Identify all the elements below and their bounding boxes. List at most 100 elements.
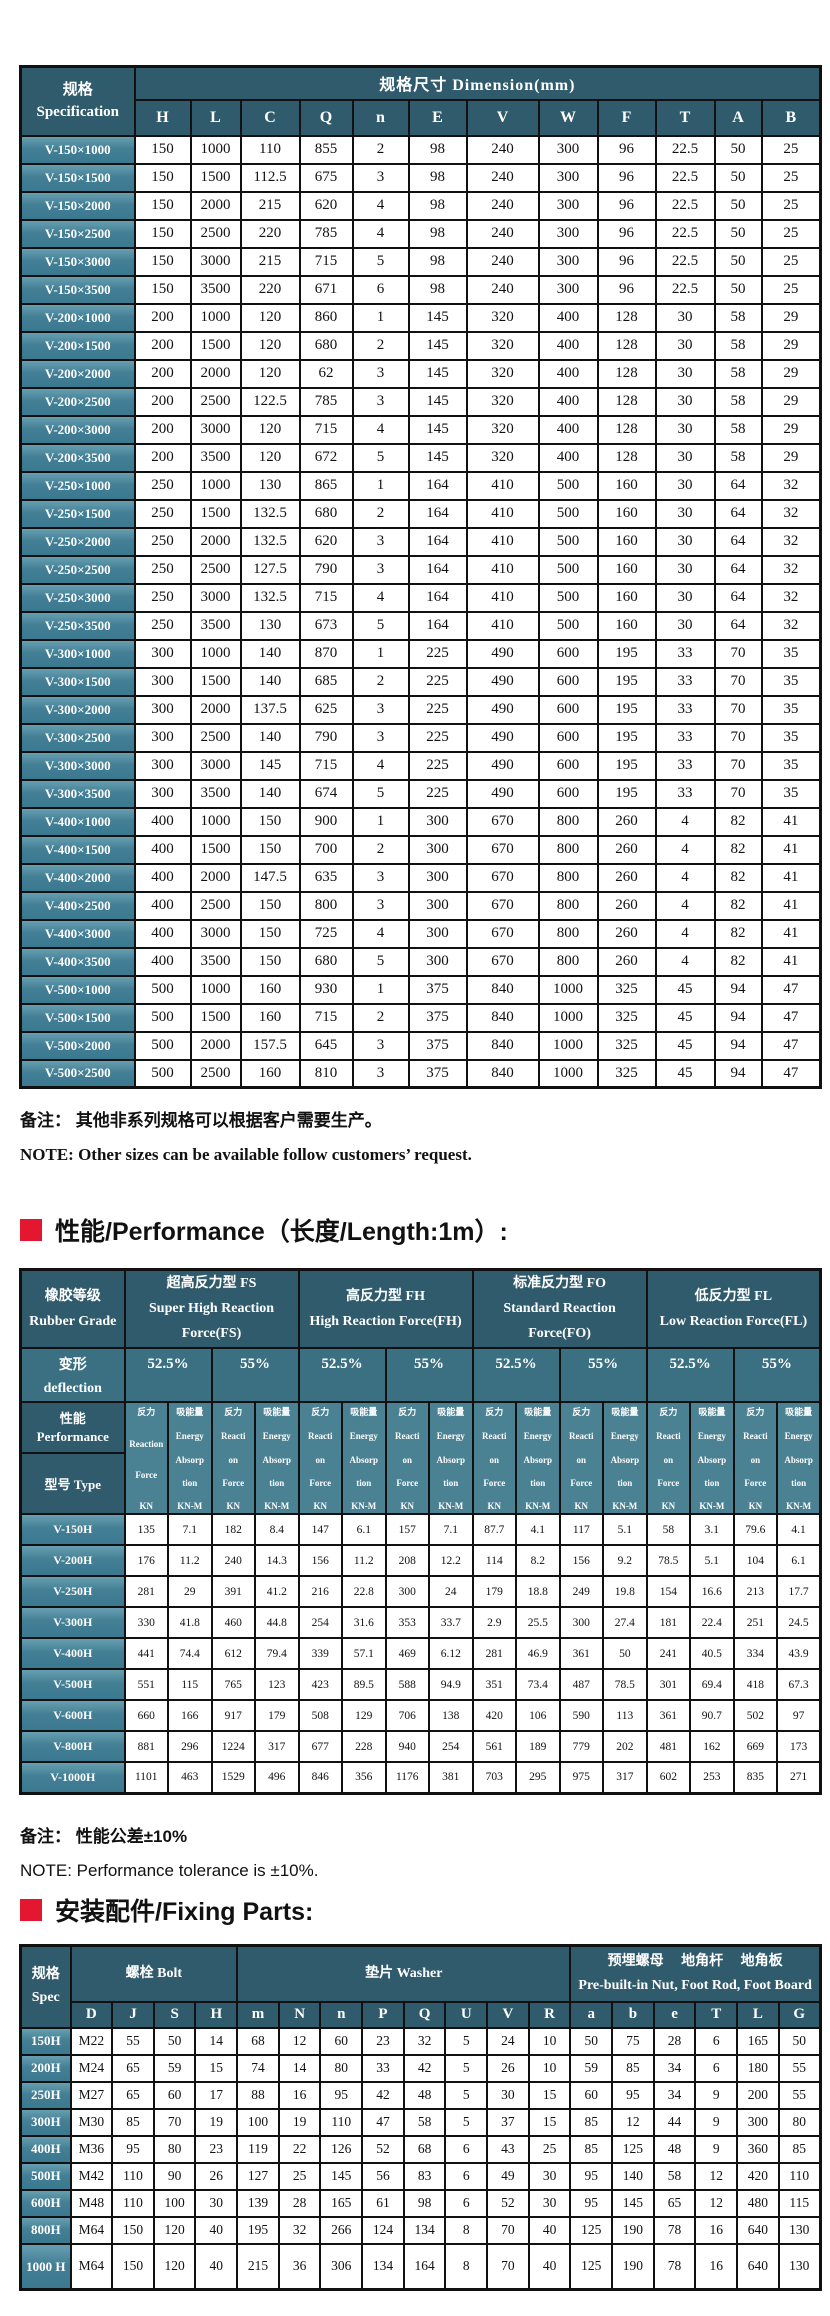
value-cell: 70 xyxy=(486,2242,530,2291)
value-cell: 29 xyxy=(760,302,822,333)
value-cell: 82 xyxy=(713,834,763,865)
value-cell: 260 xyxy=(596,834,657,865)
value-cell: 80 xyxy=(152,2134,197,2164)
value-cell: 12 xyxy=(611,2107,655,2137)
value-cell: 5.1 xyxy=(602,1513,648,1547)
dimension-row: V-150×1500 150 1500 112.5 675 3 98 240 300 96 22.5… xyxy=(19,162,822,193)
dimension-row: V-500×2500 500 2500 160 810 3 375 840 1000 325 45 9… xyxy=(19,1058,822,1089)
value-cell: 78.5 xyxy=(645,1544,692,1578)
value-cell: 3000 xyxy=(189,918,242,949)
value-cell: 128 xyxy=(596,302,657,333)
type-cell: V-600H xyxy=(19,1699,126,1733)
value-cell: 320 xyxy=(465,386,540,417)
value-cell: 300 xyxy=(736,2107,780,2137)
value-cell: 715 xyxy=(298,246,354,277)
value-cell: 17 xyxy=(194,2080,239,2110)
value-cell: 1500 xyxy=(189,834,242,865)
value-cell: 145 xyxy=(407,330,468,361)
value-cell: 98 xyxy=(407,218,468,249)
value-cell: 120 xyxy=(239,330,301,361)
value-cell: 145 xyxy=(239,750,301,781)
value-cell: 225 xyxy=(407,638,468,669)
value-cell: 58 xyxy=(713,358,763,389)
value-cell: 26 xyxy=(194,2161,239,2191)
value-cell: 241 xyxy=(645,1637,692,1671)
value-cell: 400 xyxy=(133,946,192,977)
red-square-icon xyxy=(20,1219,42,1241)
spec-cell: V-250×3000 xyxy=(19,582,136,613)
value-cell: 2 xyxy=(351,134,410,165)
dimension-row: V-250×1500 250 1500 132.5 680 2 164 410 500 160 30… xyxy=(19,498,822,529)
value-cell: 145 xyxy=(407,414,468,445)
value-cell: 1000 xyxy=(189,806,242,837)
value-cell: M36 xyxy=(69,2134,114,2164)
value-cell: 75 xyxy=(611,2026,655,2056)
value-cell: 180 xyxy=(736,2053,780,2083)
value-cell: 64 xyxy=(713,498,763,529)
value-cell: 94 xyxy=(713,1030,763,1061)
value-cell: 90 xyxy=(152,2161,197,2191)
value-cell: 4.1 xyxy=(776,1513,822,1547)
dimension-row: V-400×3500 400 3500 150 680 5 300 670 800 260 4 82 4… xyxy=(19,946,822,977)
value-cell: 410 xyxy=(465,582,540,613)
value-cell: 375 xyxy=(407,974,468,1005)
value-cell: 85 xyxy=(111,2107,155,2137)
value-cell: 16.6 xyxy=(689,1575,735,1609)
value-cell: 156 xyxy=(558,1544,605,1578)
value-cell: 249 xyxy=(558,1575,605,1609)
value-cell: 41 xyxy=(760,806,822,837)
value-cell: 317 xyxy=(602,1761,648,1795)
value-cell: 2 xyxy=(351,1002,410,1033)
value-cell: 9 xyxy=(694,2134,739,2164)
value-cell: 590 xyxy=(558,1699,605,1733)
value-cell: 6.1 xyxy=(341,1513,387,1547)
value-cell: 95 xyxy=(111,2134,155,2164)
value-cell: 3 xyxy=(351,386,410,417)
dimension-row: V-500×1500 500 1500 160 715 2 375 840 1000 325 45 9… xyxy=(19,1002,822,1033)
value-cell: M24 xyxy=(69,2053,114,2083)
value-cell: 1000 xyxy=(537,974,599,1005)
value-cell: 132.5 xyxy=(239,582,301,613)
value-cell: 160 xyxy=(596,582,657,613)
spec-cell: V-400×3000 xyxy=(19,918,136,949)
value-cell: 160 xyxy=(596,554,657,585)
value-cell: 300 xyxy=(537,218,599,249)
value-cell: 481 xyxy=(645,1730,692,1764)
value-cell: 250 xyxy=(133,582,192,613)
value-cell: 45 xyxy=(654,974,716,1005)
spec-cell: V-300×1000 xyxy=(19,638,136,669)
value-cell: 240 xyxy=(465,134,540,165)
spec-cell: V-300×2000 xyxy=(19,694,136,725)
value-cell: 600 xyxy=(537,666,599,697)
value-cell: 1500 xyxy=(189,1002,242,1033)
value-cell: 2500 xyxy=(189,890,242,921)
value-cell: 625 xyxy=(298,694,354,725)
value-cell: 73.4 xyxy=(515,1668,561,1702)
value-cell: 5 xyxy=(444,2053,489,2083)
value-cell: 123 xyxy=(254,1668,300,1702)
note-tolerance-en: NOTE: Performance tolerance is ±10%. xyxy=(20,1861,319,1880)
dimension-row: V-400×1000 400 1000 150 900 1 300 670 800 260 4 82 4… xyxy=(19,806,822,837)
value-cell: 353 xyxy=(384,1606,431,1640)
value-cell: 253 xyxy=(689,1761,735,1795)
value-cell: 500 xyxy=(537,526,599,557)
fixing-group-header: 预埋螺母 地角杆 地角板 Pre-built-in Nut, Foot Rod, … xyxy=(569,1944,822,2003)
value-cell: 125 xyxy=(611,2134,655,2164)
value-cell: 271 xyxy=(776,1761,822,1795)
value-cell: 160 xyxy=(239,1002,301,1033)
value-cell: 208 xyxy=(384,1544,431,1578)
dimension-row: V-250×3000 250 3000 132.5 715 4 164 410 500 160 30… xyxy=(19,582,822,613)
value-cell: 150 xyxy=(133,134,192,165)
value-cell: 33 xyxy=(654,778,716,809)
value-cell: 78 xyxy=(652,2215,697,2245)
value-cell: 33 xyxy=(361,2053,405,2083)
value-cell: 30 xyxy=(654,526,716,557)
value-cell: 5 xyxy=(351,610,410,641)
value-cell: 2.9 xyxy=(471,1606,518,1640)
value-cell: 645 xyxy=(298,1030,354,1061)
value-cell: 85 xyxy=(569,2107,614,2137)
value-cell: 490 xyxy=(465,694,540,725)
value-cell: 330 xyxy=(123,1606,169,1640)
fixing-table-corner: 规格 Spec xyxy=(19,1944,72,2029)
